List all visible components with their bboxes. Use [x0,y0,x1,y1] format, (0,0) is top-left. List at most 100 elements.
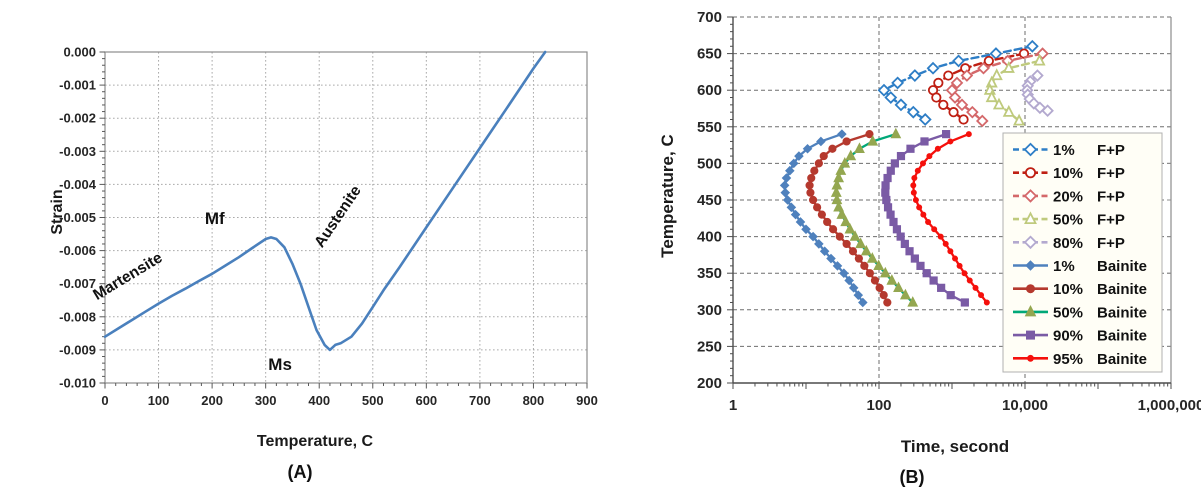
data-point-marker [865,130,874,139]
y-tick-label: -0.009 [59,342,96,357]
y-tick-label: 550 [697,119,722,136]
chart-a-x-axis-title: Temperature, C [257,433,374,450]
data-point-marker [937,233,944,240]
data-point-marker [881,188,890,197]
data-point-marker [1002,60,1015,73]
legend-item-10-bainite: 10% Bainite [1013,281,1147,298]
data-point-marker [906,144,915,153]
data-point-marker [882,195,891,205]
data-point-marker [780,187,791,198]
y-tick-label: -0.006 [59,243,96,258]
data-point-marker [1036,47,1049,60]
legend-phase-label: F+P [1097,165,1125,182]
data-point-marker [877,83,891,97]
data-point-marker [810,166,819,175]
data-point-marker [840,215,852,227]
data-point-marker [890,159,899,168]
data-point-marker [966,105,979,119]
data-point-marker [853,290,864,300]
data-point-marker [938,99,949,110]
legend-pct-label: 1% [1053,142,1075,159]
y-tick-label: -0.004 [59,177,97,192]
legend-item-1-bainite: 1% Bainite [1013,258,1147,275]
legend-marker [1026,330,1035,340]
data-point-marker [839,268,849,278]
data-point-marker [801,224,811,235]
x-tick-label: 100 [148,393,170,408]
annotation-ms: Ms [268,355,292,374]
legend-pct-label: 95% [1053,351,1083,368]
data-point-marker [931,226,938,233]
data-point-marker [931,92,942,103]
y-tick-label: -0.007 [59,276,96,291]
data-point-marker [782,195,793,205]
data-point-marker [858,297,868,308]
data-point-marker [848,283,859,293]
legend-pct-label: 1% [1053,258,1075,275]
data-point-marker [842,239,851,249]
y-tick-label: -0.008 [59,309,96,324]
chart-b-caption: (B) [900,467,925,487]
y-tick-label: 350 [697,265,722,282]
x-tick-label: 100 [866,397,891,414]
data-point-marker [912,197,919,203]
annotation-mf: Mf [205,209,225,228]
y-tick-label: 450 [697,192,722,209]
data-point-marker [918,113,932,126]
legend-marker [1024,211,1037,224]
data-point-marker [837,129,847,139]
data-point-marker [788,158,799,169]
legend-pct-label: 90% [1053,328,1083,345]
data-point-marker [860,244,872,256]
data-point-marker [906,105,920,119]
x-tick-label: 400 [308,393,330,408]
data-point-marker [1025,39,1039,53]
data-point-marker [896,151,906,161]
data-point-marker [891,76,905,90]
data-point-marker [920,211,927,218]
x-tick-label: 700 [469,393,491,408]
data-point-marker [910,182,917,189]
data-point-marker [836,208,848,219]
data-point-marker [900,239,909,249]
data-point-marker [920,137,929,146]
legend-marker [1024,305,1037,317]
legend-item-50-f-p: 50% F+P [1013,211,1125,229]
chart-b-plot: 700 650 600 550 500 450 400 350 300 250 200 1 100 10,… [697,9,1201,414]
data-point-marker [977,61,990,75]
x-tick-label: 600 [415,393,437,408]
strain-curve [103,50,547,352]
data-point-marker [875,283,884,292]
data-point-marker [823,217,832,227]
data-point-marker [779,180,790,191]
legend-marker [1026,284,1035,294]
legend-pct-label: 80% [1053,235,1083,252]
data-point-marker [808,195,818,205]
data-point-marker [833,171,845,183]
series-50-bainite [830,127,919,307]
data-point-marker [844,222,856,234]
data-point-marker [814,159,823,168]
data-point-marker [808,231,818,242]
y-tick-label: -0.003 [59,144,96,159]
legend-item-10-f-p: 10% F+P [1013,165,1125,182]
chart-b-x-axis-title: Time, second [901,437,1009,456]
chart-b-y-axis-title: Temperature, C [658,134,677,257]
data-point-marker [855,237,867,249]
data-point-marker [1033,53,1046,66]
data-point-marker [985,90,998,103]
chart-a-caption: (A) [288,462,313,482]
legend-phase-label: Bainite [1097,328,1147,345]
data-point-marker [910,254,919,263]
legend-marker [1025,167,1037,179]
legend-marker [1027,354,1034,362]
data-point-marker [835,232,844,241]
legend-item-1-f-p: 1% F+P [1013,142,1125,159]
data-point-marker [883,203,893,212]
legend-marker [1023,142,1038,157]
legend-marker [1023,189,1038,203]
data-point-marker [947,138,954,145]
legend-phase-label: F+P [1097,235,1125,252]
data-point-marker [842,137,851,146]
